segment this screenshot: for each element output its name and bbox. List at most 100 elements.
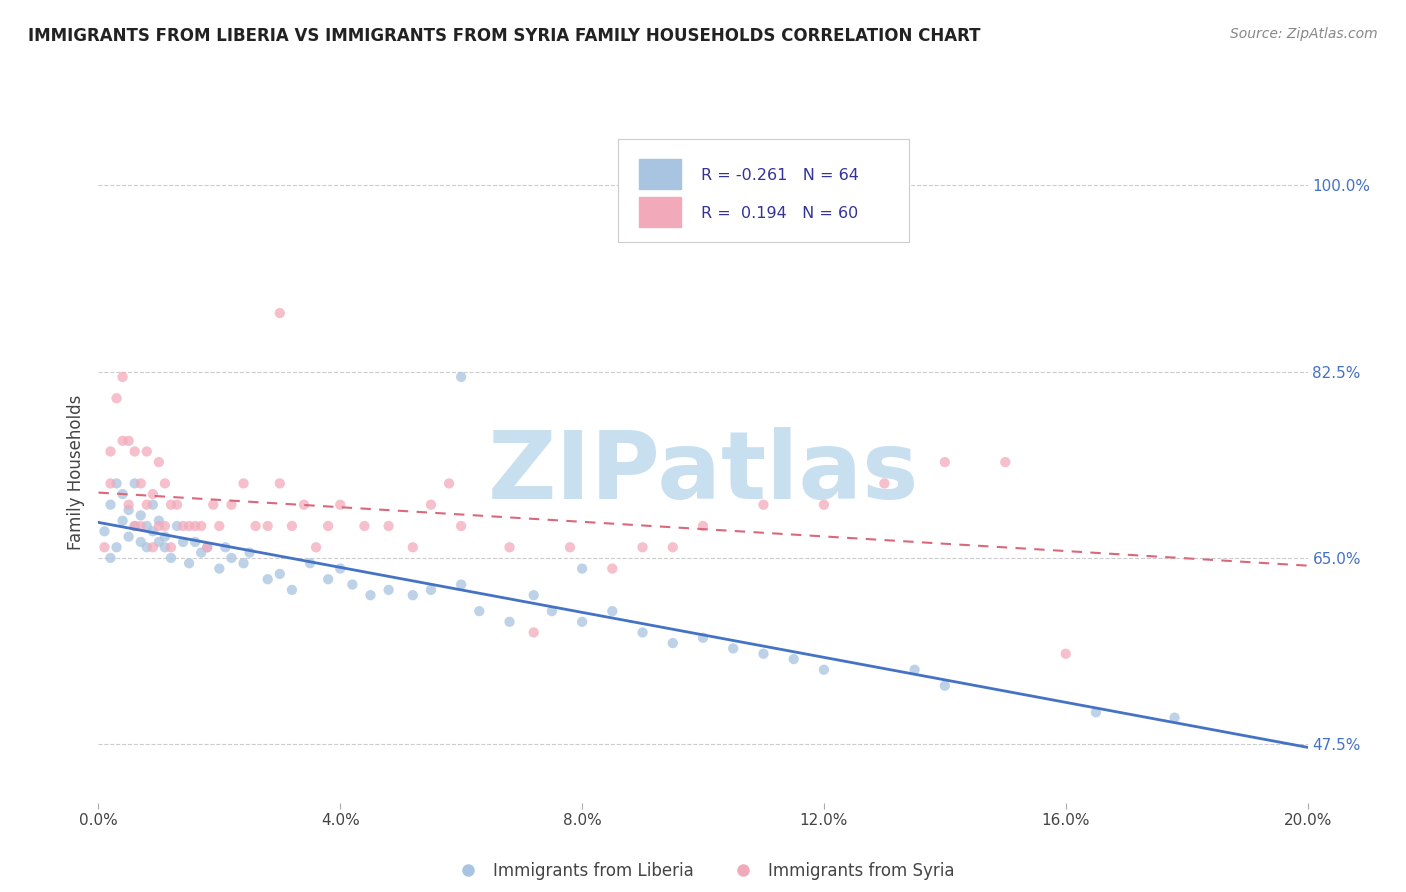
Point [450, 519, 472, 533]
Point [420, 582, 443, 597]
Point [498, 615, 520, 629]
Point [111, 370, 134, 384]
Point [124, 444, 146, 458]
Point [195, 541, 218, 555]
Point [281, 519, 304, 533]
Point [783, 652, 806, 666]
Legend: Immigrants from Liberia, Immigrants from Syria: Immigrants from Liberia, Immigrants from… [444, 855, 962, 887]
Point [377, 582, 399, 597]
Point [873, 476, 896, 491]
Point [329, 498, 352, 512]
Point [153, 541, 176, 555]
Point [111, 514, 134, 528]
Point [402, 588, 425, 602]
Point [148, 514, 170, 528]
Point [232, 556, 254, 570]
Point [523, 588, 546, 602]
Point [208, 519, 231, 533]
Point [105, 391, 128, 405]
Point [281, 582, 304, 597]
Point [752, 498, 775, 512]
Point [934, 455, 956, 469]
Point [105, 541, 128, 555]
Point [118, 530, 141, 544]
Point [934, 679, 956, 693]
Point [100, 498, 122, 512]
Point [190, 546, 212, 560]
Point [450, 577, 472, 591]
Point [316, 519, 339, 533]
Text: Source: ZipAtlas.com: Source: ZipAtlas.com [1230, 27, 1378, 41]
Point [540, 604, 562, 618]
Point [353, 519, 375, 533]
Point [571, 615, 593, 629]
Point [305, 541, 328, 555]
FancyBboxPatch shape [638, 197, 682, 227]
Text: ZIPatlas: ZIPatlas [488, 426, 918, 519]
Point [1163, 711, 1185, 725]
Point [124, 519, 146, 533]
Point [299, 556, 322, 570]
Point [93, 524, 115, 539]
Point [148, 535, 170, 549]
Point [166, 498, 188, 512]
Point [135, 498, 157, 512]
FancyBboxPatch shape [638, 160, 682, 189]
Point [129, 535, 152, 549]
Point [1054, 647, 1077, 661]
Point [214, 541, 236, 555]
Point [166, 519, 188, 533]
Point [813, 498, 835, 512]
Point [558, 541, 581, 555]
Point [342, 577, 364, 591]
Point [692, 519, 714, 533]
Point [142, 487, 165, 501]
Point [232, 476, 254, 491]
Point [402, 541, 425, 555]
Point [93, 541, 115, 555]
Point [571, 561, 593, 575]
Point [118, 434, 141, 448]
Text: R =  0.194   N = 60: R = 0.194 N = 60 [700, 206, 858, 221]
Point [148, 455, 170, 469]
Point [602, 604, 624, 618]
Point [631, 541, 654, 555]
Point [100, 476, 122, 491]
Point [142, 498, 165, 512]
Point [202, 498, 225, 512]
Point [329, 561, 352, 575]
Point [135, 444, 157, 458]
Point [118, 498, 141, 512]
Point [179, 519, 201, 533]
Point [498, 541, 520, 555]
Text: R = -0.261   N = 64: R = -0.261 N = 64 [700, 169, 859, 183]
Point [160, 541, 183, 555]
Point [256, 519, 278, 533]
Point [468, 604, 491, 618]
Point [360, 588, 382, 602]
Point [692, 631, 714, 645]
Point [256, 572, 278, 586]
Point [662, 636, 685, 650]
Point [179, 556, 201, 570]
Point [184, 535, 207, 549]
Point [172, 535, 194, 549]
Point [160, 550, 183, 565]
Point [153, 476, 176, 491]
Point [208, 561, 231, 575]
Point [316, 572, 339, 586]
Point [631, 625, 654, 640]
FancyBboxPatch shape [619, 139, 908, 242]
Point [190, 519, 212, 533]
Point [124, 519, 146, 533]
Point [377, 519, 399, 533]
Point [723, 641, 745, 656]
Text: IMMIGRANTS FROM LIBERIA VS IMMIGRANTS FROM SYRIA FAMILY HOUSEHOLDS CORRELATION C: IMMIGRANTS FROM LIBERIA VS IMMIGRANTS FR… [28, 27, 980, 45]
Point [105, 476, 128, 491]
Point [100, 550, 122, 565]
Point [292, 498, 315, 512]
Point [752, 647, 775, 661]
Point [172, 519, 194, 533]
Point [118, 503, 141, 517]
Point [153, 530, 176, 544]
